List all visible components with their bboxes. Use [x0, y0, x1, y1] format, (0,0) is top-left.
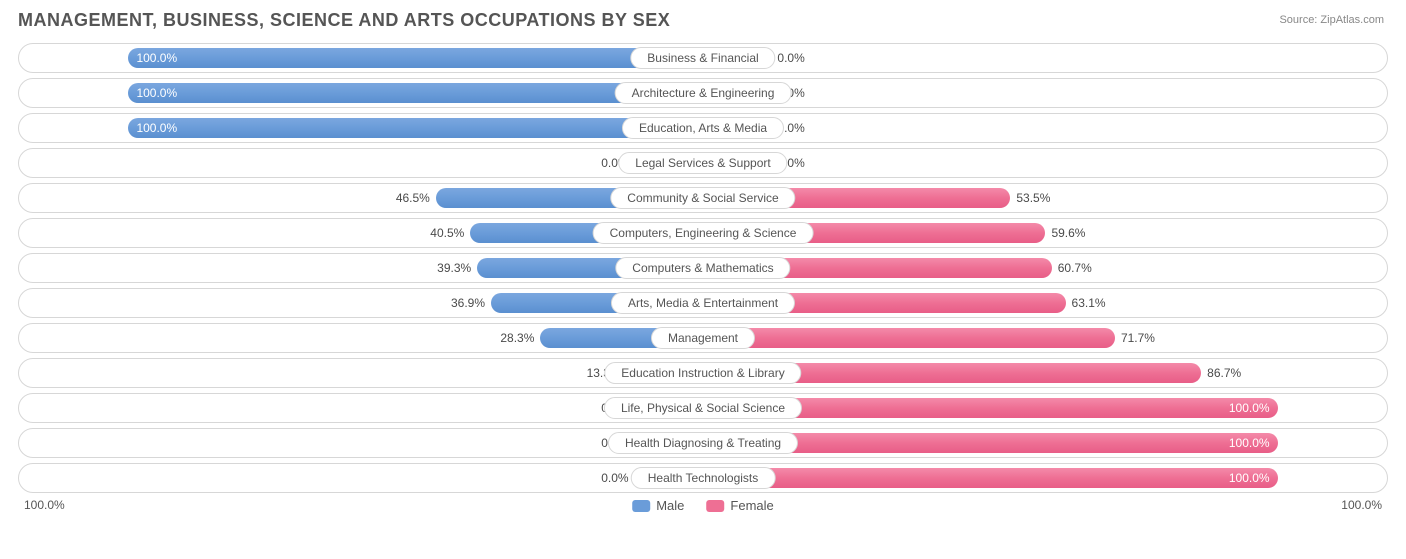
legend-male-label: Male [656, 498, 684, 513]
category-label: Arts, Media & Entertainment [611, 292, 795, 314]
female-value-label: 100.0% [1229, 471, 1270, 485]
male-swatch-icon [632, 500, 650, 512]
axis-left-label: 100.0% [24, 498, 65, 512]
diverging-bar-chart: 100.0%0.0%Business & Financial100.0%0.0%… [18, 43, 1388, 493]
category-label: Health Diagnosing & Treating [608, 432, 798, 454]
category-label: Computers & Mathematics [615, 257, 790, 279]
male-value-label: 36.9% [451, 296, 485, 310]
male-value-label: 39.3% [437, 261, 471, 275]
female-bar: 100.0% [703, 468, 1278, 488]
female-swatch-icon [706, 500, 724, 512]
female-value-label: 63.1% [1072, 296, 1106, 310]
chart-row: 36.9% 63.1% Arts, Media & Entertainment [18, 288, 1388, 318]
chart-row: 0.0% 100.0% Health Technologists [18, 463, 1388, 493]
legend-female-label: Female [730, 498, 773, 513]
category-label: Architecture & Engineering [615, 82, 792, 104]
female-bar [703, 328, 1115, 348]
category-label: Community & Social Service [610, 187, 795, 209]
chart-row: 0.0%100.0%Life, Physical & Social Scienc… [18, 393, 1388, 423]
category-label: Computers, Engineering & Science [593, 222, 814, 244]
category-label: Legal Services & Support [618, 152, 787, 174]
category-label: Management [651, 327, 755, 349]
chart-row: 46.5% 53.5% Community & Social Service [18, 183, 1388, 213]
legend: Male Female [632, 498, 774, 513]
male-value-label: 28.3% [500, 331, 534, 345]
chart-row: 13.3%86.7%Education Instruction & Librar… [18, 358, 1388, 388]
category-label: Education, Arts & Media [622, 117, 784, 139]
male-value-label: 100.0% [136, 86, 177, 100]
legend-item-female: Female [706, 498, 773, 513]
female-value-label: 71.7% [1121, 331, 1155, 345]
axis-legend-row: 100.0% Male Female 100.0% [18, 498, 1388, 534]
chart-row: 0.0%100.0%Health Diagnosing & Treating [18, 428, 1388, 458]
chart-row: 100.0%0.0%Architecture & Engineering [18, 78, 1388, 108]
chart-row: 100.0%0.0%Education, Arts & Media [18, 113, 1388, 143]
axis-right-label: 100.0% [1341, 498, 1382, 512]
male-value-label: 40.5% [430, 226, 464, 240]
chart-title: MANAGEMENT, BUSINESS, SCIENCE AND ARTS O… [18, 10, 1388, 31]
female-value-label: 86.7% [1207, 366, 1241, 380]
category-label: Education Instruction & Library [604, 362, 801, 384]
source-attribution: Source: ZipAtlas.com [1279, 14, 1384, 26]
legend-item-male: Male [632, 498, 684, 513]
male-bar: 100.0% [128, 118, 703, 138]
female-value-label: 53.5% [1016, 191, 1050, 205]
male-value-label: 0.0% [601, 471, 628, 485]
male-value-label: 100.0% [136, 51, 177, 65]
female-value-label: 100.0% [1229, 401, 1270, 415]
female-value-label: 59.6% [1051, 226, 1085, 240]
male-value-label: 100.0% [136, 121, 177, 135]
male-bar: 100.0% [128, 48, 703, 68]
chart-row: 28.3% 71.7% Management [18, 323, 1388, 353]
chart-row: 39.3% 60.7% Computers & Mathematics [18, 253, 1388, 283]
chart-row: 40.5% 59.6% Computers, Engineering & Scien… [18, 218, 1388, 248]
category-label: Business & Financial [630, 47, 775, 69]
category-label: Life, Physical & Social Science [604, 397, 802, 419]
chart-row: 0.0%0.0%Legal Services & Support [18, 148, 1388, 178]
female-value-label: 0.0% [777, 51, 804, 65]
female-value-label: 100.0% [1229, 436, 1270, 450]
female-value-label: 60.7% [1058, 261, 1092, 275]
chart-row: 100.0% 0.0%Business & Financial [18, 43, 1388, 73]
male-value-label: 46.5% [396, 191, 430, 205]
category-label: Health Technologists [631, 467, 776, 489]
